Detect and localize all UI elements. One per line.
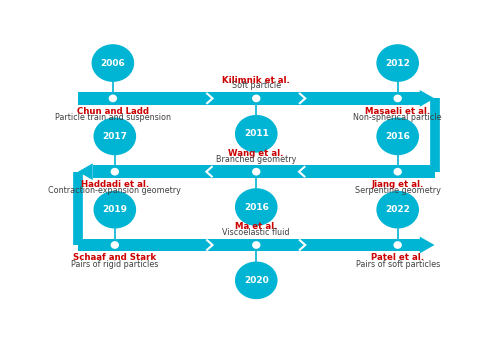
Text: 2022: 2022	[385, 205, 410, 214]
Ellipse shape	[251, 240, 262, 250]
Ellipse shape	[92, 44, 134, 82]
Text: Soft particle: Soft particle	[232, 81, 281, 90]
Text: Pairs of rigid particles: Pairs of rigid particles	[71, 260, 158, 269]
Text: Chun and Ladd: Chun and Ladd	[77, 106, 149, 116]
Text: 2020: 2020	[244, 276, 268, 285]
Polygon shape	[78, 163, 92, 180]
Polygon shape	[78, 92, 420, 105]
Ellipse shape	[251, 167, 262, 176]
Text: Schaaf and Stark: Schaaf and Stark	[73, 253, 156, 262]
Text: Haddadi et al.: Haddadi et al.	[80, 180, 149, 189]
Ellipse shape	[376, 191, 419, 228]
Polygon shape	[78, 239, 420, 251]
Ellipse shape	[376, 44, 419, 82]
Text: Ma et al.: Ma et al.	[235, 222, 278, 231]
Text: 2012: 2012	[385, 58, 410, 68]
Text: Particle train and suspension: Particle train and suspension	[55, 113, 171, 122]
Ellipse shape	[251, 94, 262, 103]
Text: 2016: 2016	[385, 132, 410, 141]
Text: Viscoelastic fluid: Viscoelastic fluid	[222, 228, 290, 237]
Polygon shape	[420, 90, 434, 107]
Ellipse shape	[235, 115, 278, 153]
Ellipse shape	[235, 261, 278, 299]
Text: 2006: 2006	[100, 58, 125, 68]
Ellipse shape	[376, 118, 419, 155]
Ellipse shape	[110, 167, 120, 176]
Text: Contraction-expansion geometry: Contraction-expansion geometry	[48, 186, 181, 196]
Text: Pairs of soft particles: Pairs of soft particles	[356, 260, 440, 269]
Ellipse shape	[108, 94, 118, 103]
Text: Non-spherical particle: Non-spherical particle	[354, 113, 442, 122]
Ellipse shape	[235, 188, 278, 226]
Text: 2011: 2011	[244, 129, 268, 138]
Text: Kilimnik et al.: Kilimnik et al.	[222, 75, 290, 85]
Text: Masaeli et al.: Masaeli et al.	[365, 106, 430, 116]
Text: Jiang et al.: Jiang et al.	[372, 180, 424, 189]
Text: Patel et al.: Patel et al.	[371, 253, 424, 262]
Ellipse shape	[392, 240, 402, 250]
Polygon shape	[420, 237, 434, 253]
Text: 2019: 2019	[102, 205, 128, 214]
Text: Serpentine geometry: Serpentine geometry	[355, 186, 440, 196]
Text: 2017: 2017	[102, 132, 128, 141]
Text: Wang et al.: Wang et al.	[228, 149, 284, 158]
Ellipse shape	[94, 118, 136, 155]
Text: Branched geometry: Branched geometry	[216, 155, 296, 164]
Ellipse shape	[110, 240, 120, 250]
Ellipse shape	[392, 94, 402, 103]
Ellipse shape	[94, 191, 136, 228]
Polygon shape	[92, 166, 434, 178]
Text: 2016: 2016	[244, 203, 268, 211]
Ellipse shape	[392, 167, 402, 176]
